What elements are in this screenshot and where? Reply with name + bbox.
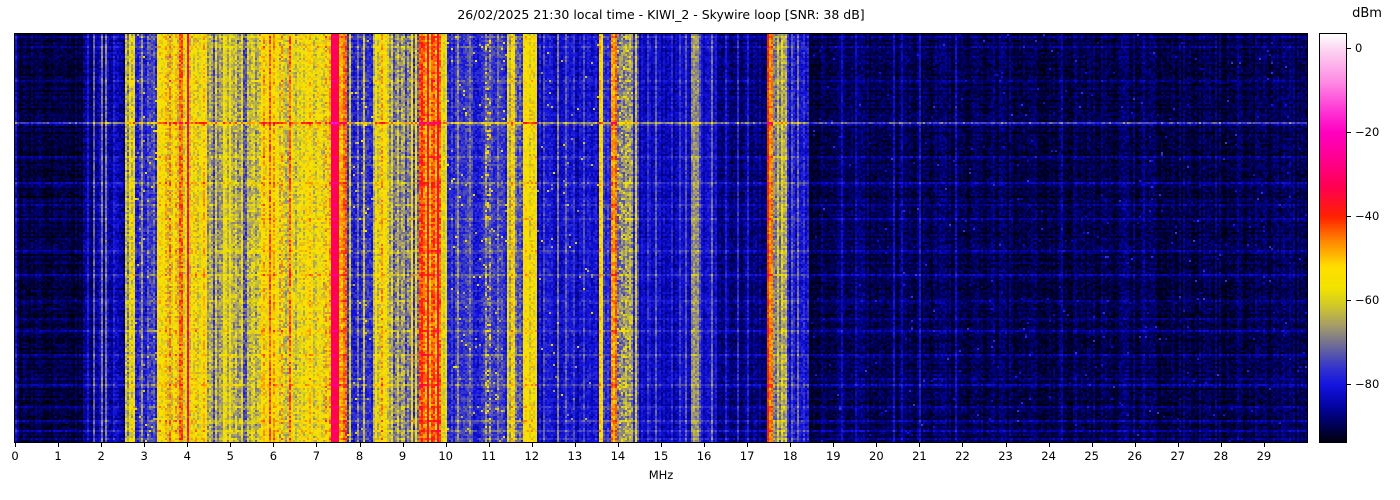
x-axis-tick (58, 443, 60, 447)
x-axis-tick-label: 6 (269, 449, 278, 463)
x-axis-tick-label: 14 (610, 449, 626, 463)
x-axis-tick (574, 443, 576, 447)
x-axis-tick (230, 443, 232, 447)
x-axis-tick-label: 15 (653, 449, 669, 463)
x-axis-tick-label: 4 (183, 449, 191, 463)
x-axis-tick-label: 26 (1127, 449, 1143, 463)
x-axis-tick (15, 443, 16, 447)
x-axis-tick-label: 1 (54, 449, 62, 463)
x-axis-tick (488, 443, 490, 447)
x-axis-tick (1177, 443, 1179, 447)
x-axis-tick (919, 443, 921, 447)
x-axis-tick-label: 13 (567, 449, 583, 463)
x-axis-tick-label: 21 (912, 449, 927, 463)
x-axis-tick (187, 443, 189, 447)
x-axis-tick-label: 16 (696, 449, 712, 463)
x-axis-tick (1220, 443, 1222, 447)
x-axis-tick (1263, 443, 1265, 447)
x-axis-tick (531, 443, 533, 447)
x-axis-tick (1005, 443, 1007, 447)
x-axis-tick-label: 23 (998, 449, 1013, 463)
colorbar-tick-label: 0 (1355, 41, 1363, 56)
x-axis-tick (316, 443, 318, 447)
x-axis-tick-label: 8 (355, 449, 364, 463)
x-axis-tick-label: 9 (398, 449, 407, 463)
x-axis-tick (661, 443, 662, 447)
x-axis-tick-label: 5 (226, 449, 234, 463)
colorbar-tick (1347, 132, 1351, 134)
x-axis-tick-label: 24 (1041, 449, 1056, 463)
colorbar-tick-label: −60 (1355, 293, 1380, 308)
x-axis-tick-label: 20 (869, 449, 884, 463)
colorbar-tick (1347, 48, 1351, 50)
x-axis-tick (1134, 443, 1136, 447)
x-axis-tick (876, 443, 878, 447)
x-axis-tick (704, 443, 706, 447)
colorbar-tick (1347, 300, 1351, 302)
x-axis-tick-label: 27 (1170, 449, 1186, 463)
x-axis-tick-label: 2 (97, 449, 105, 463)
x-axis-tick (833, 443, 835, 447)
colorbar-tick-label: −20 (1355, 125, 1380, 140)
colorbar-tick-label: −80 (1355, 377, 1380, 392)
colorbar-label: dBm (1352, 6, 1382, 21)
x-axis-tick-label: 12 (524, 449, 540, 463)
x-axis-tick (747, 443, 749, 447)
x-axis-tick-label: 10 (438, 449, 453, 463)
x-axis-tick-label: 3 (140, 449, 148, 463)
x-axis-tick (144, 443, 146, 447)
waterfall-plot (14, 33, 1308, 443)
x-axis-tick-label: 11 (481, 449, 497, 463)
x-axis-tick-label: 22 (955, 449, 970, 463)
colorbar-canvas (1320, 34, 1346, 442)
x-axis-tick-label: 19 (825, 449, 841, 463)
waterfall-canvas (15, 34, 1307, 442)
x-axis-tick (617, 443, 619, 447)
x-axis-tick-label: 0 (11, 449, 19, 463)
x-axis-tick-label: 18 (782, 449, 798, 463)
x-axis-tick (1048, 443, 1050, 447)
colorbar-tick (1347, 384, 1351, 386)
colorbar-tick-label: −40 (1355, 209, 1380, 224)
chart-title: 26/02/2025 21:30 local time - KIWI_2 - S… (457, 7, 865, 22)
x-axis-tick (273, 443, 275, 447)
x-axis-tick-label: 17 (739, 449, 755, 463)
x-axis-tick-label: 29 (1256, 449, 1272, 463)
x-axis-tick (445, 443, 447, 447)
x-axis-tick-label: 7 (312, 449, 321, 463)
x-axis-tick (962, 443, 964, 447)
x-axis-label: MHz (648, 468, 674, 482)
x-axis-tick (790, 443, 792, 447)
x-axis-tick (101, 443, 103, 447)
x-axis-tick (402, 443, 404, 447)
x-axis-tick (359, 443, 361, 447)
colorbar (1319, 33, 1347, 443)
x-axis-tick-label: 25 (1084, 449, 1099, 463)
x-axis-tick (1091, 443, 1093, 447)
x-axis-tick-label: 28 (1213, 449, 1229, 463)
colorbar-tick (1347, 216, 1351, 218)
